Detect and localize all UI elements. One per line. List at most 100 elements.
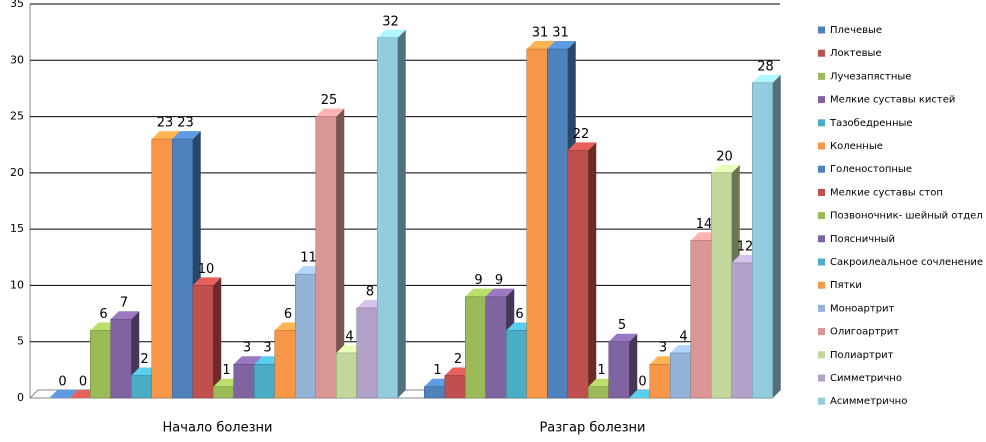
legend-swatch bbox=[818, 351, 825, 359]
bar-side bbox=[588, 142, 597, 398]
bar-top bbox=[233, 356, 263, 365]
bar bbox=[711, 172, 732, 399]
bar bbox=[336, 352, 357, 399]
bar-side bbox=[772, 74, 781, 399]
bar-side bbox=[336, 108, 345, 399]
value-label: 2 bbox=[140, 352, 148, 367]
bar-top bbox=[465, 288, 494, 297]
value-label: 3 bbox=[659, 341, 667, 356]
y-tick-label: 10 bbox=[10, 278, 24, 291]
value-label: 4 bbox=[679, 329, 687, 344]
legend-swatch bbox=[818, 258, 825, 266]
value-label: 14 bbox=[696, 217, 713, 232]
bar bbox=[485, 296, 507, 399]
bar bbox=[649, 363, 671, 399]
value-label: 1 bbox=[222, 363, 230, 378]
legend-label: Асимметрично bbox=[830, 396, 907, 407]
bar-top bbox=[567, 142, 597, 151]
bar bbox=[233, 363, 255, 399]
bar-top bbox=[172, 131, 201, 140]
value-label: 12 bbox=[737, 239, 754, 254]
bar-side bbox=[213, 277, 222, 398]
bar bbox=[506, 330, 527, 399]
legend-label: Симметрично bbox=[830, 373, 902, 384]
bar bbox=[377, 37, 398, 399]
bar bbox=[608, 341, 630, 399]
bar-top bbox=[49, 390, 78, 398]
bar bbox=[567, 150, 589, 399]
legend-label: Тазобедренные bbox=[829, 118, 913, 129]
legend-swatch bbox=[818, 142, 825, 150]
value-label: 0 bbox=[58, 375, 66, 390]
value-label: 9 bbox=[495, 273, 503, 288]
value-label: 23 bbox=[177, 116, 194, 131]
legend-label: Мелкие суставы стоп bbox=[830, 187, 943, 198]
value-label: 3 bbox=[263, 341, 271, 356]
bar-top bbox=[608, 333, 638, 342]
legend-swatch bbox=[818, 281, 825, 289]
bar bbox=[690, 240, 712, 399]
bar bbox=[90, 330, 111, 399]
bar bbox=[295, 273, 316, 399]
bar bbox=[274, 330, 296, 399]
legend-swatch bbox=[818, 328, 825, 336]
y-tick-label: 20 bbox=[10, 166, 24, 179]
bar bbox=[465, 296, 486, 399]
legend-swatch bbox=[818, 26, 825, 34]
value-label: 5 bbox=[618, 318, 626, 333]
value-label: 20 bbox=[716, 149, 733, 164]
bar-top bbox=[151, 131, 181, 140]
bar bbox=[172, 138, 193, 399]
value-label: 6 bbox=[284, 307, 292, 322]
y-tick-label: 5 bbox=[17, 335, 24, 348]
bar bbox=[131, 375, 152, 399]
legend-swatch bbox=[818, 397, 825, 405]
legend-label: Сакроилеальное сочленение bbox=[830, 257, 983, 268]
bar bbox=[588, 386, 609, 399]
legend-label: Плечевые bbox=[830, 25, 882, 36]
bar-top bbox=[315, 108, 345, 117]
value-label: 25 bbox=[321, 93, 338, 108]
bar-top bbox=[192, 277, 222, 286]
value-label: 0 bbox=[638, 375, 646, 390]
legend-swatch bbox=[818, 304, 825, 312]
value-label: 32 bbox=[382, 14, 399, 29]
bar bbox=[192, 285, 214, 399]
value-label: 0 bbox=[79, 375, 87, 390]
legend-label: Олигоартрит bbox=[830, 327, 899, 338]
bar-top bbox=[110, 311, 140, 320]
y-tick-label: 30 bbox=[10, 53, 24, 66]
bar bbox=[547, 48, 568, 399]
legend-swatch bbox=[818, 96, 825, 104]
bar-top bbox=[752, 74, 781, 83]
legend-swatch bbox=[818, 235, 825, 243]
bar-side bbox=[397, 29, 406, 399]
bar bbox=[424, 386, 445, 399]
legend-swatch bbox=[818, 49, 825, 57]
legend-label: Мелкие суставы кистей bbox=[830, 95, 955, 106]
bar bbox=[213, 386, 234, 399]
value-label: 11 bbox=[300, 251, 317, 266]
legend-swatch bbox=[818, 188, 825, 196]
bar bbox=[315, 116, 337, 399]
bar bbox=[356, 307, 378, 399]
value-label: 1 bbox=[433, 363, 441, 378]
value-label: 10 bbox=[198, 262, 215, 277]
value-label: 31 bbox=[552, 26, 569, 41]
bar bbox=[526, 48, 548, 399]
bar bbox=[444, 375, 466, 399]
value-label: 7 bbox=[120, 296, 128, 311]
value-label: 6 bbox=[99, 307, 107, 322]
bar-top bbox=[526, 41, 556, 50]
legend-swatch bbox=[818, 165, 825, 173]
legend-label: Моноартрит bbox=[830, 303, 895, 314]
legend-label: Лучезапястные bbox=[830, 71, 911, 82]
bar bbox=[110, 318, 132, 399]
x-tick-label: Начало болезни bbox=[163, 421, 273, 436]
legend-label: Позвоночник- шейный отдел bbox=[830, 211, 983, 222]
value-label: 6 bbox=[515, 307, 523, 322]
legend-label: Голеностопные bbox=[830, 164, 912, 175]
x-tick-label: Разгар болезни bbox=[539, 421, 645, 436]
